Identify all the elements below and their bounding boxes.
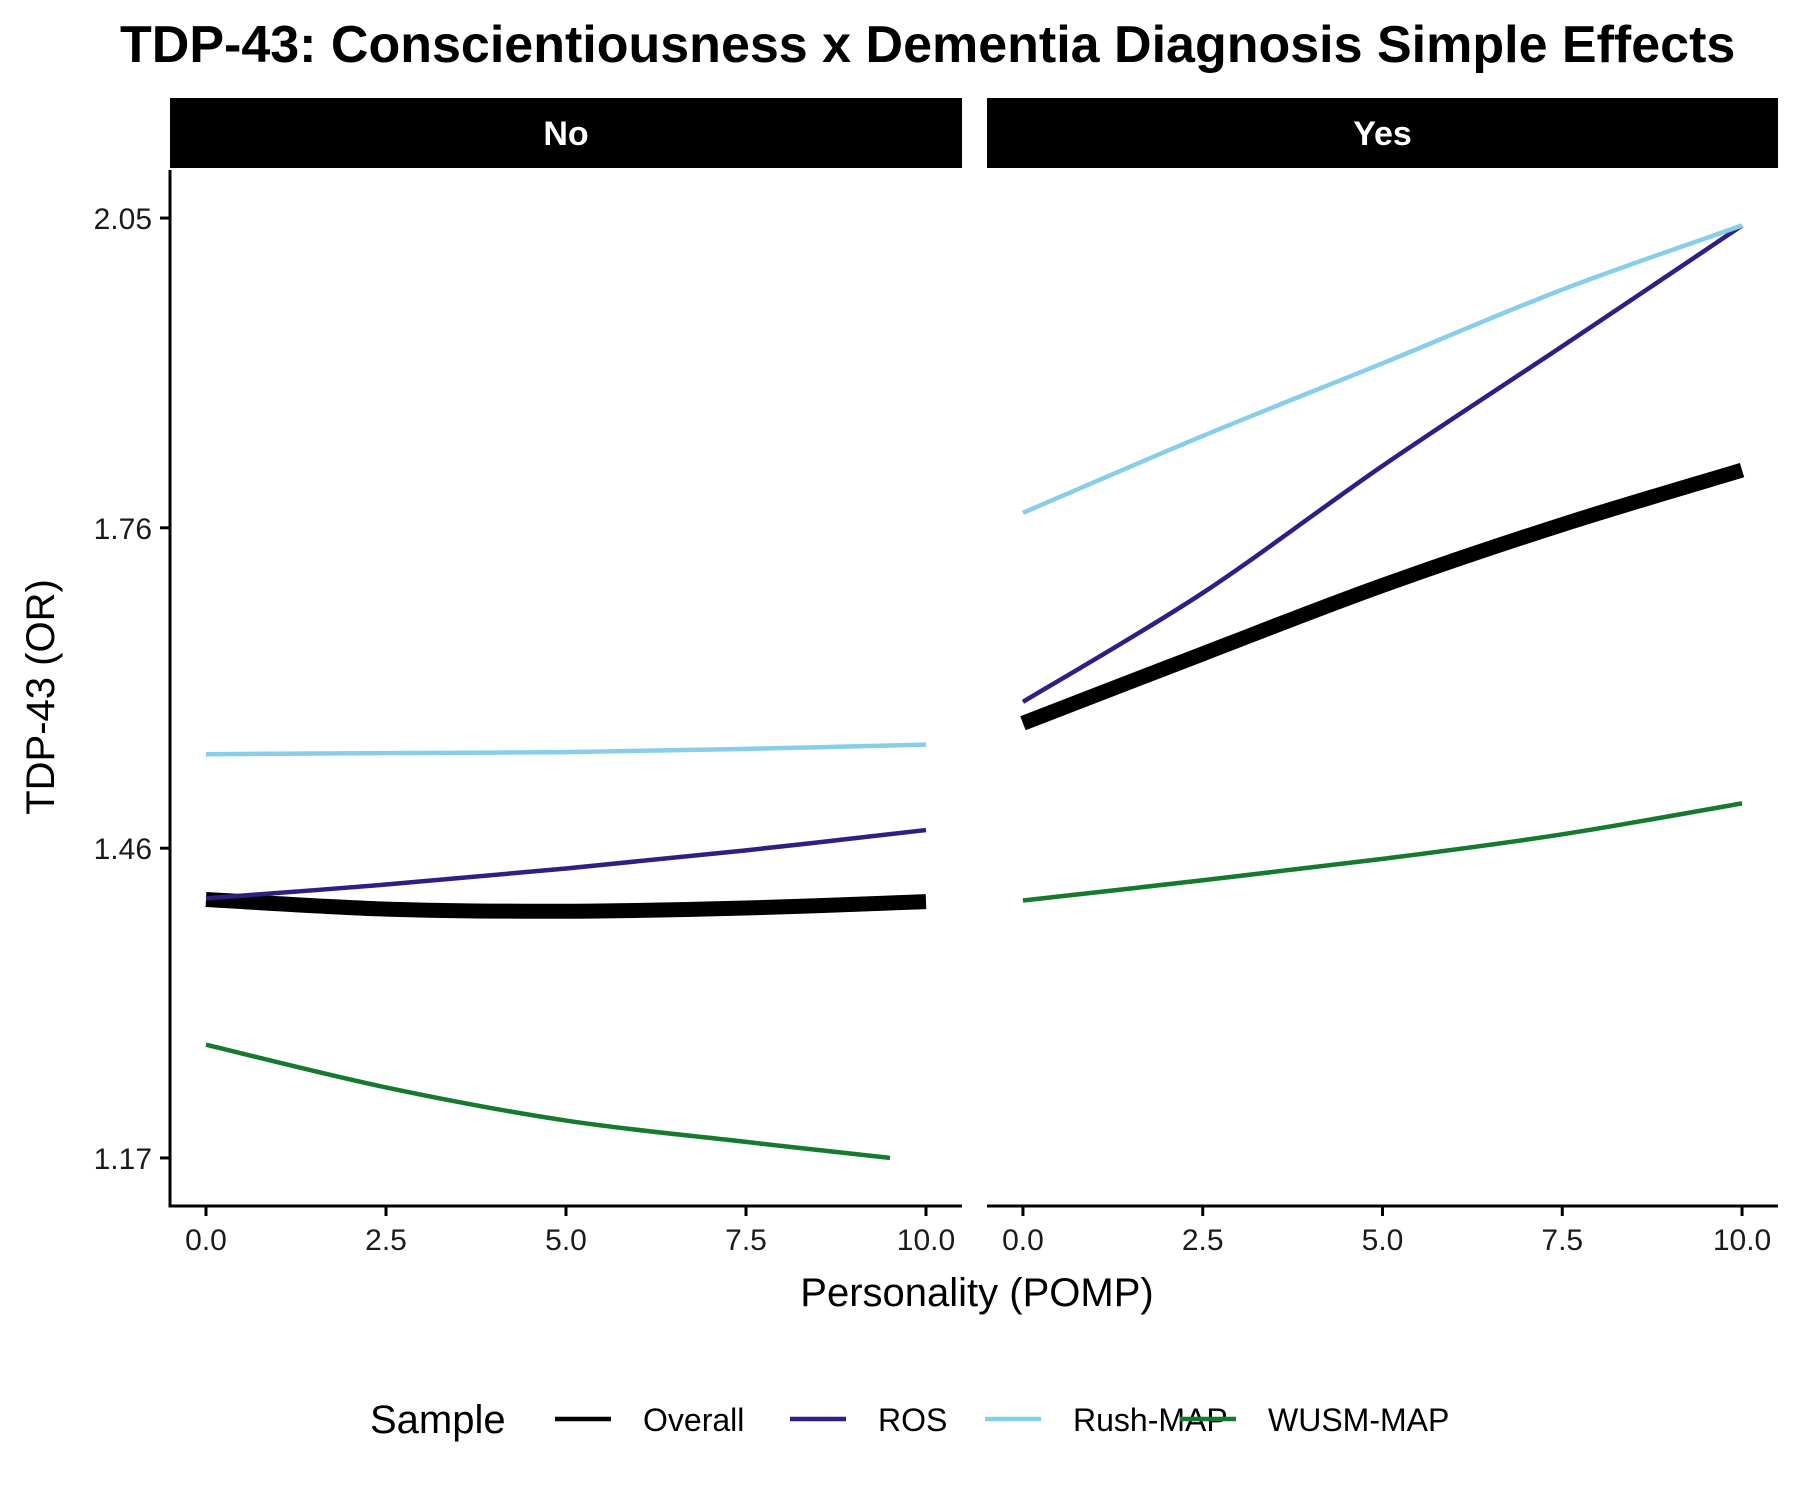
- facet-panels: No Yes: [170, 98, 1778, 1161]
- y-axis-title: TDP-43 (OR): [19, 579, 63, 815]
- facet-strip: [170, 98, 962, 168]
- x-axes: 0.0 2.5 5.0 7.5 10.0 0.0 2.5 5.0 7.5 10.0: [170, 1204, 1778, 1257]
- legend-title: Sample: [370, 1398, 506, 1442]
- x-axis-title: Personality (POMP): [800, 1271, 1153, 1315]
- facet-panel-no: No: [170, 98, 962, 1161]
- x-tick-label: 2.5: [1182, 1224, 1224, 1257]
- x-tick-label: 0.0: [185, 1224, 227, 1257]
- series-line-ros: [1021, 223, 1744, 704]
- y-tick-label: 2.05: [94, 203, 152, 236]
- legend-label: Overall: [643, 1402, 744, 1438]
- x-axis-yes: 0.0 2.5 5.0 7.5 10.0: [987, 1204, 1778, 1257]
- legend: Sample Overall ROS Rush-MAP WUSM-MAP: [370, 1398, 1449, 1442]
- legend-item-overall: Overall: [555, 1402, 744, 1438]
- y-tick-label: 1.46: [94, 833, 152, 866]
- x-tick-label: 7.5: [725, 1224, 767, 1257]
- facet-strip-label: No: [543, 115, 588, 153]
- series-line-wusm-map: [205, 1042, 891, 1161]
- x-axis-no: 0.0 2.5 5.0 7.5 10.0: [170, 1204, 962, 1257]
- facet-strip: [987, 98, 1778, 168]
- y-tick-label: 1.76: [94, 513, 152, 546]
- series-line-wusm-map: [1022, 801, 1743, 903]
- legend-label: ROS: [878, 1402, 947, 1438]
- x-tick-label: 0.0: [1002, 1224, 1044, 1257]
- legend-item-wusm-map: WUSM-MAP: [1180, 1402, 1449, 1438]
- legend-item-ros: ROS: [790, 1402, 947, 1438]
- x-tick-label: 10.0: [897, 1224, 955, 1257]
- y-tick-label: 1.17: [94, 1143, 152, 1176]
- x-tick-label: 2.5: [365, 1224, 407, 1257]
- series-line-overall: [205, 891, 927, 919]
- series-line-overall: [1020, 462, 1745, 731]
- chart-title: TDP-43: Conscientiousness x Dementia Dia…: [120, 16, 1735, 74]
- legend-label: WUSM-MAP: [1268, 1402, 1449, 1438]
- facet-panel-yes: Yes: [987, 98, 1778, 903]
- series-line-rush-map: [205, 742, 927, 757]
- x-tick-label: 7.5: [1541, 1224, 1583, 1257]
- x-tick-label: 5.0: [1362, 1224, 1404, 1257]
- x-tick-label: 5.0: [545, 1224, 587, 1257]
- series-line-ros: [205, 827, 927, 901]
- facet-strip-label: Yes: [1353, 115, 1412, 153]
- series-line-rush-map: [1022, 223, 1743, 515]
- y-axis: 1.17 1.46 1.76 2.05: [94, 170, 172, 1208]
- x-tick-label: 10.0: [1713, 1224, 1771, 1257]
